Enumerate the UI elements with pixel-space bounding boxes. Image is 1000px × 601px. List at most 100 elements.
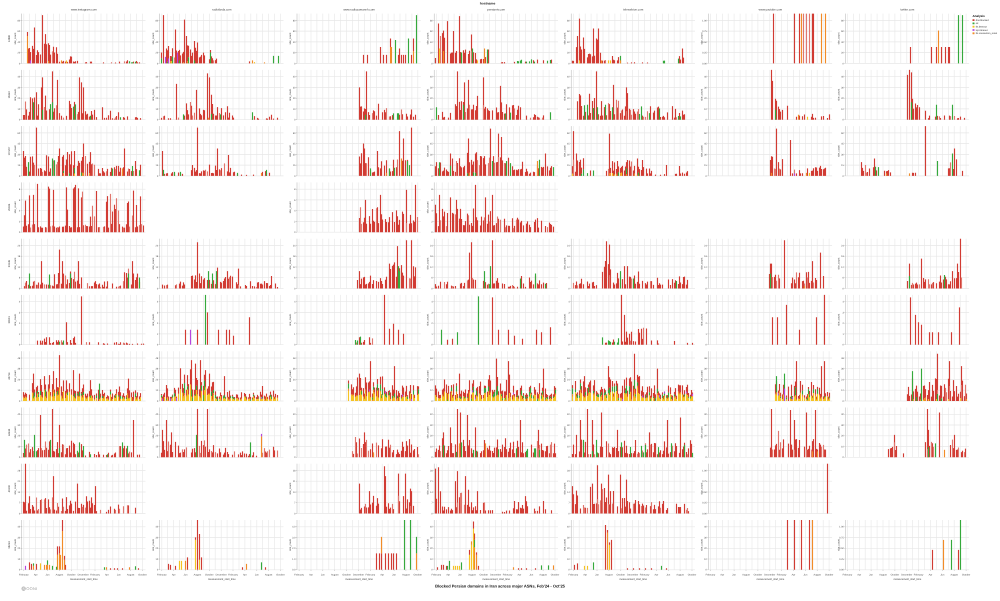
- svg-text:2: 2: [842, 322, 844, 325]
- svg-text:February: February: [157, 573, 167, 576]
- svg-text:October: October: [480, 573, 489, 576]
- svg-text:3: 3: [19, 311, 21, 314]
- svg-text:October: October: [891, 573, 900, 576]
- svg-text:measurement_start_time: measurement_start_time: [345, 578, 373, 581]
- svg-text:0: 0: [705, 569, 707, 572]
- svg-text:20: 20: [841, 97, 844, 100]
- svg-text:0: 0: [431, 512, 433, 515]
- svg-text:site_count: site_count: [152, 314, 155, 326]
- svg-text:36: 36: [841, 368, 844, 371]
- svg-text:0: 0: [294, 62, 296, 65]
- svg-text:40: 40: [430, 526, 433, 529]
- svg-text:Jun: Jun: [595, 573, 600, 576]
- svg-text:10: 10: [567, 445, 570, 448]
- svg-text:60: 60: [18, 132, 21, 135]
- svg-text:80: 80: [841, 19, 844, 22]
- svg-text:site_count: site_count: [14, 482, 17, 494]
- svg-text:February: February: [294, 573, 304, 576]
- svg-text:3.0: 3.0: [292, 536, 296, 539]
- svg-text:0: 0: [157, 175, 159, 178]
- svg-text:0: 0: [842, 287, 844, 290]
- svg-text:site_count: site_count: [837, 89, 840, 101]
- svg-text:site_count: site_count: [289, 257, 292, 269]
- svg-text:15: 15: [430, 164, 433, 167]
- svg-text:30: 30: [430, 153, 433, 156]
- svg-text:0: 0: [19, 569, 21, 572]
- svg-text:0: 0: [157, 569, 159, 572]
- svg-text:2: 2: [294, 220, 296, 223]
- svg-text:12: 12: [293, 389, 296, 392]
- svg-text:4: 4: [842, 301, 844, 304]
- svg-text:60: 60: [293, 30, 296, 33]
- svg-text:24: 24: [841, 378, 844, 381]
- svg-text:0: 0: [431, 62, 433, 65]
- svg-text:36: 36: [18, 368, 21, 371]
- svg-text:24: 24: [156, 244, 159, 247]
- svg-text:0: 0: [19, 287, 21, 290]
- svg-text:20: 20: [841, 435, 844, 438]
- svg-text:hostname: hostname: [480, 2, 496, 6]
- svg-text:20: 20: [567, 52, 570, 55]
- svg-text:February: February: [228, 573, 238, 576]
- svg-text:site_count: site_count: [563, 539, 566, 551]
- svg-text:20: 20: [430, 547, 433, 550]
- svg-text:0: 0: [294, 119, 296, 122]
- svg-text:February: February: [19, 573, 29, 576]
- svg-text:2: 2: [431, 220, 433, 223]
- svg-text:21: 21: [18, 480, 21, 483]
- svg-text:25184: 25184: [8, 203, 11, 211]
- svg-text:0: 0: [842, 456, 844, 459]
- svg-text:site_count: site_count: [14, 370, 17, 382]
- svg-text:45: 45: [156, 143, 159, 146]
- svg-text:0: 0: [568, 62, 570, 65]
- svg-text:0: 0: [568, 456, 570, 459]
- svg-text:48: 48: [156, 357, 159, 360]
- svg-text:Apr: Apr: [929, 573, 933, 576]
- svg-text:August: August: [879, 573, 887, 576]
- svg-text:12: 12: [567, 266, 570, 269]
- svg-text:0.00: 0.00: [702, 62, 707, 65]
- svg-text:October: October: [138, 573, 147, 576]
- svg-text:14: 14: [430, 491, 433, 494]
- svg-text:20: 20: [567, 547, 570, 550]
- svg-text:30: 30: [430, 536, 433, 539]
- svg-text:15: 15: [841, 164, 844, 167]
- svg-text:0.75: 0.75: [702, 480, 707, 483]
- svg-text:0: 0: [19, 62, 21, 65]
- svg-text:measurement_start_time: measurement_start_time: [208, 578, 236, 581]
- svg-text:0: 0: [431, 344, 433, 347]
- svg-text:site_count: site_count: [14, 201, 17, 213]
- svg-text:www.radiozamaneh.com: www.radiozamaneh.com: [343, 7, 375, 11]
- svg-text:4: 4: [431, 301, 433, 304]
- svg-text:October: October: [688, 573, 697, 576]
- svg-text:6: 6: [19, 277, 21, 280]
- svg-text:October: October: [617, 573, 626, 576]
- svg-text:40: 40: [156, 76, 159, 79]
- svg-text:0: 0: [19, 456, 21, 459]
- svg-text:site_count: site_count: [700, 257, 703, 269]
- svg-text:February: February: [366, 573, 376, 576]
- svg-text:40: 40: [704, 526, 707, 529]
- svg-text:30: 30: [18, 86, 21, 89]
- svg-text:site_count: site_count: [426, 257, 429, 269]
- svg-text:3: 3: [705, 311, 707, 314]
- svg-text:15: 15: [567, 164, 570, 167]
- svg-text:7: 7: [431, 502, 433, 505]
- svg-text:August: August: [676, 573, 684, 576]
- svg-text:site_count: site_count: [563, 145, 566, 157]
- svg-text:60: 60: [18, 30, 21, 33]
- svg-text:20: 20: [156, 52, 159, 55]
- svg-text:1: 1: [431, 333, 433, 336]
- svg-text:14: 14: [293, 491, 296, 494]
- svg-text:10: 10: [704, 558, 707, 561]
- svg-text:Apr: Apr: [720, 573, 724, 576]
- svg-text:6: 6: [431, 277, 433, 280]
- svg-text:40: 40: [430, 76, 433, 79]
- svg-text:12: 12: [156, 389, 159, 392]
- svg-text:0: 0: [19, 400, 21, 403]
- svg-text:10: 10: [430, 558, 433, 561]
- svg-text:0: 0: [157, 456, 159, 459]
- svg-text:site_count: site_count: [426, 314, 429, 326]
- svg-text:24: 24: [567, 244, 570, 247]
- svg-text:0: 0: [705, 175, 707, 178]
